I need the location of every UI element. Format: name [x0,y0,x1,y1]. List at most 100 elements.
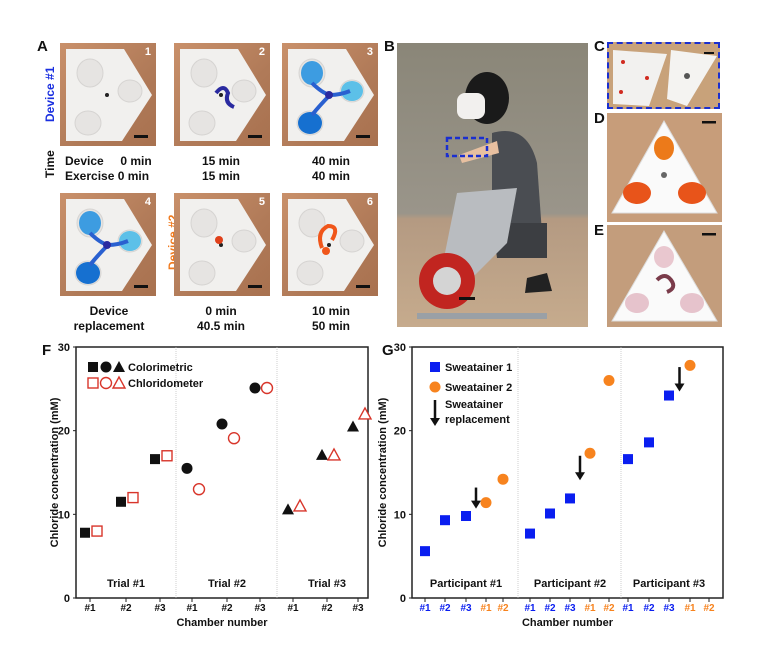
cyclist-photo [397,43,588,327]
time-label: Time [43,150,57,178]
tile-caption: Device replacement [60,304,158,334]
y-tick-label: 10 [58,509,70,521]
caption-line-1: Device 0 min [65,154,152,168]
device-illustration [180,199,266,291]
device-photo-3: 3 [282,43,378,146]
legend-colorimetric-marker [100,361,112,373]
x-tick-label: #2 [643,603,655,614]
device-photo-1: 1 [60,43,156,146]
group-label: Trial #1 [107,578,145,590]
chloridometer-point [357,406,373,420]
legend-chloridometer-marker [111,375,127,389]
legend-sweatainer1-label: Sweatainer 1 [445,362,512,374]
sweatainer1-point [664,390,674,401]
y-tick-label: 20 [394,426,406,438]
legend-colorimetric-marker [113,361,125,372]
replacement-arrow-head [471,500,481,509]
y-tick-label: 0 [400,593,406,605]
x-tick-label: #3 [352,603,364,614]
legend-chloridometer-label: Chloridometer [128,378,204,390]
sweatainer2-point [497,473,509,485]
sweatainer2-point [684,359,696,371]
legend-chloridometer-marker [87,377,99,389]
tile-caption: 15 min 15 min [174,154,268,184]
x-tick-label: #3 [663,603,675,614]
legend-sweatainer1-marker [430,362,440,372]
sweatainer1-point [525,528,535,539]
y-tick-label: 30 [58,342,70,354]
x-tick-label: #1 [584,603,596,614]
tile-caption: 0 min 40.5 min [174,304,268,334]
scale-bar [356,285,370,288]
orange-device-photo [607,113,722,222]
y-axis-label: Chloride concentration (mM) [377,397,389,547]
colorimetric-point [347,420,359,432]
x-tick-label: #2 [321,603,333,614]
group-label: Participant #2 [534,578,606,590]
caption-line-2: 50 min [311,319,350,333]
panel-c-label: C [594,38,605,55]
legend-replacement-label: Sweatainer [445,399,504,411]
x-tick-label: #2 [120,603,132,614]
panel-g-label: G [382,342,394,359]
x-tick-label: #1 [622,603,634,614]
legend-replacement-label: replacement [445,414,510,426]
scale-bar [248,135,262,138]
device-illustration [180,49,266,141]
chloridometer-point [161,450,173,462]
replacement-arrow-head [674,383,685,392]
x-tick-label: #3 [460,603,472,614]
device-closeup-photo [607,42,720,109]
scale-bar [356,135,370,138]
chloridometer-point [227,431,241,445]
panel-f-label: F [42,342,52,359]
colorimetric-point [316,448,328,460]
tile-number: 3 [366,46,373,58]
x-tick-label: #3 [254,603,266,614]
legend-colorimetric-label: Colorimetric [128,362,193,374]
x-tick-label: #1 [84,603,96,614]
colorimetric-point [249,382,261,394]
chloridometer-point [260,381,274,395]
tile-caption: 40 min 40 min [282,154,380,184]
x-tick-label: #2 [497,603,509,614]
x-tick-label: #3 [154,603,166,614]
x-tick-label: #1 [186,603,198,614]
legend-colorimetric-marker [88,362,98,372]
colorimetric-point [80,527,90,538]
caption-line-2: 40.5 min [196,319,246,333]
x-tick-label: #1 [480,603,492,614]
colorimetric-point [116,496,126,507]
device-illustration [66,199,152,291]
tile-number: 2 [258,46,265,58]
device-illustration [66,49,152,141]
caption-line-1: 10 min [311,304,350,318]
x-tick-label: #2 [221,603,233,614]
tile-number: 6 [366,196,373,208]
tile-number: 5 [258,196,265,208]
tile-caption: 10 min 50 min [282,304,380,334]
x-tick-label: #1 [419,603,431,614]
caption-line-2: 15 min [201,169,240,183]
y-axis-label: Chloride concentration (mM) [49,397,61,547]
chloridometer-point [91,525,103,537]
chloridometer-point [326,447,342,461]
legend-chloridometer-marker [99,376,113,390]
x-tick-label: #1 [287,603,299,614]
group-label: Trial #3 [308,578,346,590]
x-axis-label: Chamber number [176,617,268,629]
x-axis-label: Chamber number [522,617,614,629]
group-label: Participant #3 [633,578,705,590]
sweatainer2-point [480,497,492,509]
pink-device-photo [607,225,722,327]
x-tick-label: #2 [544,603,556,614]
panel-a-label: A [37,38,48,55]
sweatainer1-point [565,493,575,504]
group-label: Participant #1 [430,578,502,590]
device-photo-5: 5 [174,193,270,296]
tile-number: 1 [144,46,151,58]
sweatainer1-point [420,546,430,557]
sweatainer2-point [603,374,615,386]
legend-sweatainer2-marker [429,381,441,393]
caption-line-1: Device [89,304,129,318]
